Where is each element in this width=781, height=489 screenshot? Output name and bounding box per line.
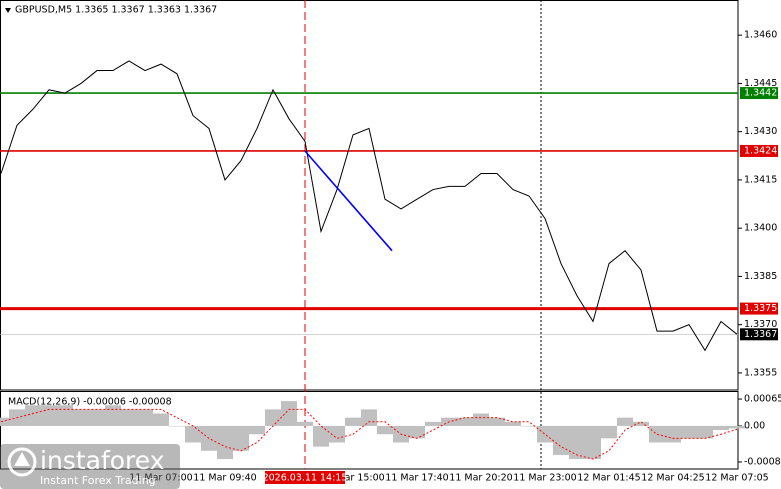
macd-title: MACD(12,26,9) -0.00006 -0.00008 xyxy=(8,397,172,408)
macd-bar xyxy=(425,421,441,426)
macd-bar xyxy=(521,425,537,427)
macd-bar xyxy=(153,413,169,426)
macd-bar xyxy=(617,417,633,426)
macd-bar xyxy=(345,417,361,426)
chart-title: GBPUSD,M5 1.3365 1.3367 1.3363 1.3367 xyxy=(15,5,217,16)
macd-bar xyxy=(265,409,281,426)
level-label-box xyxy=(740,302,778,315)
x-tick-label: 11 Mar 15:00 xyxy=(321,473,384,484)
macd-bar xyxy=(473,413,489,426)
x-tick-label: 11 Mar 23:00 xyxy=(513,473,576,484)
y-tick-label: 1.3415 xyxy=(744,174,777,185)
macd-bar xyxy=(169,425,185,427)
current-price-box xyxy=(740,328,778,341)
macd-bar xyxy=(297,421,313,426)
macd-bar xyxy=(361,409,377,426)
x-tick-label: 11 Mar 17:40 xyxy=(385,473,448,484)
symbol-icon xyxy=(5,8,11,13)
macd-bar xyxy=(249,425,265,435)
x-tick-label: 11 Mar 09:40 xyxy=(193,473,256,484)
macd-bar xyxy=(553,425,569,455)
macd-bar xyxy=(681,425,697,439)
macd-bar xyxy=(281,401,297,426)
y-tick-label: 0.00 xyxy=(744,420,765,431)
macd-bar xyxy=(233,425,249,451)
macd-bar xyxy=(41,405,57,426)
macd-bar xyxy=(73,409,89,426)
macd-bar xyxy=(569,425,585,460)
crosshair-label-box xyxy=(265,471,345,484)
watermark-brand: instaforex xyxy=(40,446,165,475)
macd-bar xyxy=(713,425,729,431)
macd-bar xyxy=(57,405,73,426)
macd-panel-frame xyxy=(0,391,739,470)
macd-bar xyxy=(633,421,649,426)
macd-bar xyxy=(697,425,713,439)
macd-bar xyxy=(329,425,345,443)
y-tick-label: 1.3385 xyxy=(744,271,777,282)
level-label-box xyxy=(740,144,778,157)
y-tick-label: 1.3400 xyxy=(744,223,777,234)
watermark: instaforex Instant Forex Trading xyxy=(0,444,180,489)
main-panel-frame xyxy=(0,0,739,391)
macd-bar xyxy=(505,421,521,426)
macd-bar xyxy=(121,409,137,426)
y-tick-label: 0.00065 xyxy=(744,394,781,405)
x-tick-label: 12 Mar 04:25 xyxy=(641,473,704,484)
macd-bar xyxy=(457,417,473,426)
watermark-logo xyxy=(7,447,37,477)
macd-bar xyxy=(537,425,553,443)
y-tick-label: 1.3430 xyxy=(744,126,777,137)
macd-bar xyxy=(185,425,201,443)
x-tick-label: 11 Mar 07:00 xyxy=(129,473,192,484)
x-tick-label: 11 Mar 20:20 xyxy=(449,473,512,484)
macd-bar xyxy=(25,405,41,426)
macd-bar xyxy=(89,409,105,426)
level-label: 1.3442 xyxy=(744,88,777,99)
y-tick-label: 1.3460 xyxy=(744,30,777,41)
level-label: 1.3424 xyxy=(744,145,777,156)
macd-bar xyxy=(489,417,505,426)
macd-bar xyxy=(585,425,601,460)
watermark-logo-mark xyxy=(14,452,30,466)
x-tick-label: 12 Mar 07:05 xyxy=(705,473,768,484)
macd-bar xyxy=(729,425,745,429)
y-tick-label: 1.3370 xyxy=(744,319,777,330)
macd-bar xyxy=(601,425,617,439)
y-tick-label: -0.00087 xyxy=(744,456,781,467)
y-tick-label: 1.3355 xyxy=(744,367,777,378)
macd-bar xyxy=(409,425,425,439)
y-tick-label: 1.3445 xyxy=(744,78,777,89)
x-tick-label: 12 Mar 01:45 xyxy=(577,473,640,484)
level-label: 1.3375 xyxy=(744,303,777,314)
watermark-tagline: Instant Forex Trading xyxy=(40,474,156,487)
level-label-box xyxy=(740,87,778,100)
current-price-label: 1.3367 xyxy=(744,329,777,340)
watermark-bg xyxy=(0,444,180,489)
macd-bar xyxy=(137,409,153,426)
macd-bar xyxy=(665,425,681,443)
crosshair-label: 2026.03.11 14:15 xyxy=(263,473,348,484)
macd-bar xyxy=(649,425,665,443)
macd-bar xyxy=(313,425,329,447)
macd-bar xyxy=(0,417,9,426)
price-line xyxy=(0,60,738,352)
trend-line xyxy=(304,150,393,252)
macd-bar xyxy=(377,425,393,435)
signal-line xyxy=(0,408,738,460)
macd-bar xyxy=(105,405,121,426)
macd-bar xyxy=(217,425,233,460)
